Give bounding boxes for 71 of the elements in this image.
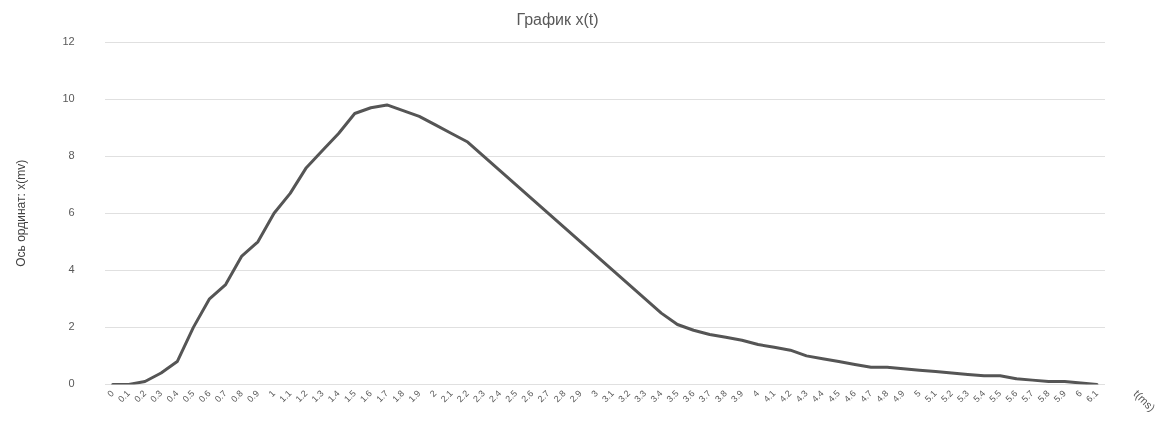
x-tick-label: 2.1: [438, 388, 455, 405]
x-tick-label: 2: [427, 388, 439, 399]
x-tick-label: 0.8: [229, 388, 245, 405]
x-tick-label: 1.2: [293, 388, 310, 405]
x-tick-label: 5.5: [987, 388, 1004, 405]
x-tick-label: 0.6: [196, 388, 213, 405]
x-tick-label: 1.9: [406, 388, 423, 405]
x-tick-label: 3.3: [632, 388, 649, 405]
x-tick-label: 2.9: [567, 388, 584, 405]
x-tick-label: 1.1: [277, 388, 294, 405]
x-tick-label: 1: [266, 388, 278, 399]
x-tick-label: 4.1: [761, 388, 778, 405]
x-tick-label: 2.7: [535, 388, 552, 405]
x-tick-label: 1.4: [325, 388, 342, 405]
x-tick-label: 5.4: [971, 388, 988, 405]
y-tick-label: 2: [68, 320, 75, 333]
x-tick-label: 5.1: [922, 388, 939, 405]
x-tick-label: 2.8: [551, 388, 568, 405]
x-tick-label: 1.7: [374, 388, 391, 405]
x-tick-label: 5.8: [1035, 388, 1052, 405]
x-tick-label: 3.7: [696, 388, 713, 405]
x-tick-label: 0.2: [132, 388, 149, 405]
y-axis-title: Ось ординат: x(mv): [13, 159, 28, 267]
y-tick-label: 12: [62, 35, 75, 48]
x-tick-label: 3.8: [713, 388, 729, 405]
x-tick-label: 4: [750, 388, 762, 399]
x-tick-label: 5.2: [938, 388, 955, 405]
y-tick-label: 6: [68, 206, 75, 219]
x-tick-label: 1.3: [309, 388, 326, 405]
x-tick-label: 4.5: [826, 388, 842, 405]
x-tick-label: 2.2: [454, 388, 471, 405]
x-tick-label: 4.6: [842, 388, 859, 405]
x-tick-label: 3.5: [664, 388, 681, 405]
chart-title: График x(t): [516, 11, 599, 29]
x-tick-label: 5: [912, 388, 923, 399]
x-tick-label: 5.3: [955, 388, 972, 405]
x-tick-label: 4.3: [793, 388, 810, 405]
x-tick-label: 4.8: [874, 388, 891, 405]
x-tick-label: 0: [105, 388, 116, 399]
x-tick-label: 3.4: [648, 388, 665, 405]
x-tick-label: 0.4: [164, 388, 181, 405]
y-tick-label: 8: [68, 149, 75, 162]
x-tick-label: 4.9: [890, 388, 907, 405]
x-tick-label: 1.5: [341, 388, 358, 405]
x-tick-label: 6.1: [1084, 388, 1101, 405]
x-tick-label: 2.6: [519, 388, 536, 405]
x-tick-label: 4.7: [858, 388, 875, 405]
x-tick-label: 6: [1073, 388, 1084, 399]
x-tick-label: 0.3: [148, 388, 165, 405]
y-tick-label: 10: [62, 92, 75, 105]
x-tick-label: 3: [589, 388, 600, 399]
x-tick-label: 4.2: [777, 388, 794, 405]
x-tick-label: 2.5: [503, 388, 520, 405]
x-tick-label: 0.9: [245, 388, 262, 405]
x-tick-label: 0.5: [180, 388, 197, 405]
x-tick-label: 0.7: [212, 388, 229, 405]
x-tick-label: 3.9: [729, 388, 746, 405]
x-tick-label: 3.1: [600, 388, 617, 405]
x-tick-label: 4.4: [809, 388, 826, 405]
x-tick-label: 5.7: [1019, 388, 1036, 405]
y-tick-label: 0: [68, 377, 75, 390]
x-tick-label: 1.6: [358, 388, 375, 405]
x-tick-label: 3.6: [680, 388, 697, 405]
x-tick-label: 2.3: [471, 388, 487, 405]
x-tick-label: 5.9: [1051, 388, 1068, 405]
x-tick-label: 0.1: [116, 388, 133, 405]
x-tick-label: 1.8: [390, 388, 407, 405]
x-tick-label: 2.4: [487, 388, 504, 405]
y-tick-label: 4: [68, 263, 75, 276]
x-tick-label: 3.2: [616, 388, 633, 405]
x-tick-label: 5.6: [1003, 388, 1020, 405]
